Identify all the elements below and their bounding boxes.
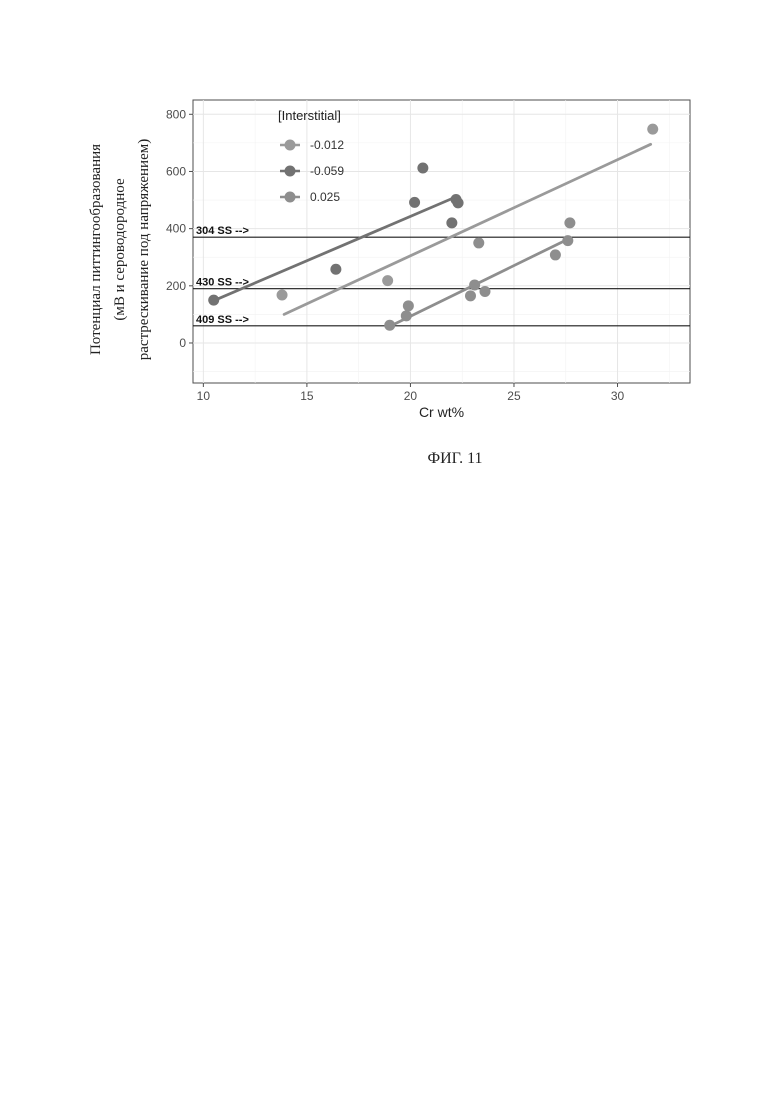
reference-line-label: 430 SS --> bbox=[196, 277, 249, 289]
data-point bbox=[473, 237, 484, 248]
y-axis-label-line: Потенциал питтингообразования bbox=[88, 144, 104, 355]
x-tick-label: 15 bbox=[300, 389, 314, 403]
figure-caption: ФИГ. 11 bbox=[395, 450, 515, 468]
data-point bbox=[564, 217, 575, 228]
y-tick-label: 0 bbox=[179, 336, 186, 350]
data-point bbox=[401, 310, 412, 321]
legend-label: -0.059 bbox=[310, 164, 344, 178]
data-point bbox=[469, 279, 480, 290]
legend-key-point bbox=[285, 140, 296, 151]
legend-key-point bbox=[285, 166, 296, 177]
y-tick-label: 600 bbox=[166, 164, 186, 178]
y-tick-label: 400 bbox=[166, 222, 186, 236]
y-axis-ticks: 0 200 400 600 800 bbox=[166, 107, 193, 350]
x-tick-label: 20 bbox=[404, 389, 418, 403]
legend-label: -0.012 bbox=[310, 138, 344, 152]
y-axis-label-line: (мВ и сероводородное bbox=[112, 178, 128, 321]
data-point bbox=[453, 197, 464, 208]
data-point bbox=[479, 286, 490, 297]
data-point bbox=[446, 217, 457, 228]
data-point bbox=[562, 235, 573, 246]
legend-label: 0.025 bbox=[310, 190, 340, 204]
data-point bbox=[277, 289, 288, 300]
data-point bbox=[382, 275, 393, 286]
data-point bbox=[208, 295, 219, 306]
y-tick-label: 200 bbox=[166, 279, 186, 293]
legend-title: [Interstitial] bbox=[278, 108, 341, 123]
data-point bbox=[330, 264, 341, 275]
y-axis-label-line: растрескивание под напряжением) bbox=[136, 139, 152, 360]
y-tick-label: 800 bbox=[166, 107, 186, 121]
data-point bbox=[647, 124, 658, 135]
x-tick-label: 25 bbox=[507, 389, 521, 403]
data-point bbox=[409, 197, 420, 208]
y-axis-label: Потенциал питтингообразования (мВ и серов… bbox=[88, 139, 152, 360]
legend-key-point bbox=[285, 192, 296, 203]
x-axis-label: Cr wt% bbox=[419, 404, 464, 420]
data-point bbox=[417, 163, 428, 174]
data-point bbox=[403, 300, 414, 311]
reference-line-label: 304 SS --> bbox=[196, 225, 249, 237]
reference-line-label: 409 SS --> bbox=[196, 314, 249, 326]
x-tick-label: 30 bbox=[611, 389, 625, 403]
data-point bbox=[384, 320, 395, 331]
data-point bbox=[550, 249, 561, 260]
x-axis-ticks: 10 15 20 25 30 bbox=[197, 383, 625, 403]
x-tick-label: 10 bbox=[197, 389, 211, 403]
data-point bbox=[465, 290, 476, 301]
